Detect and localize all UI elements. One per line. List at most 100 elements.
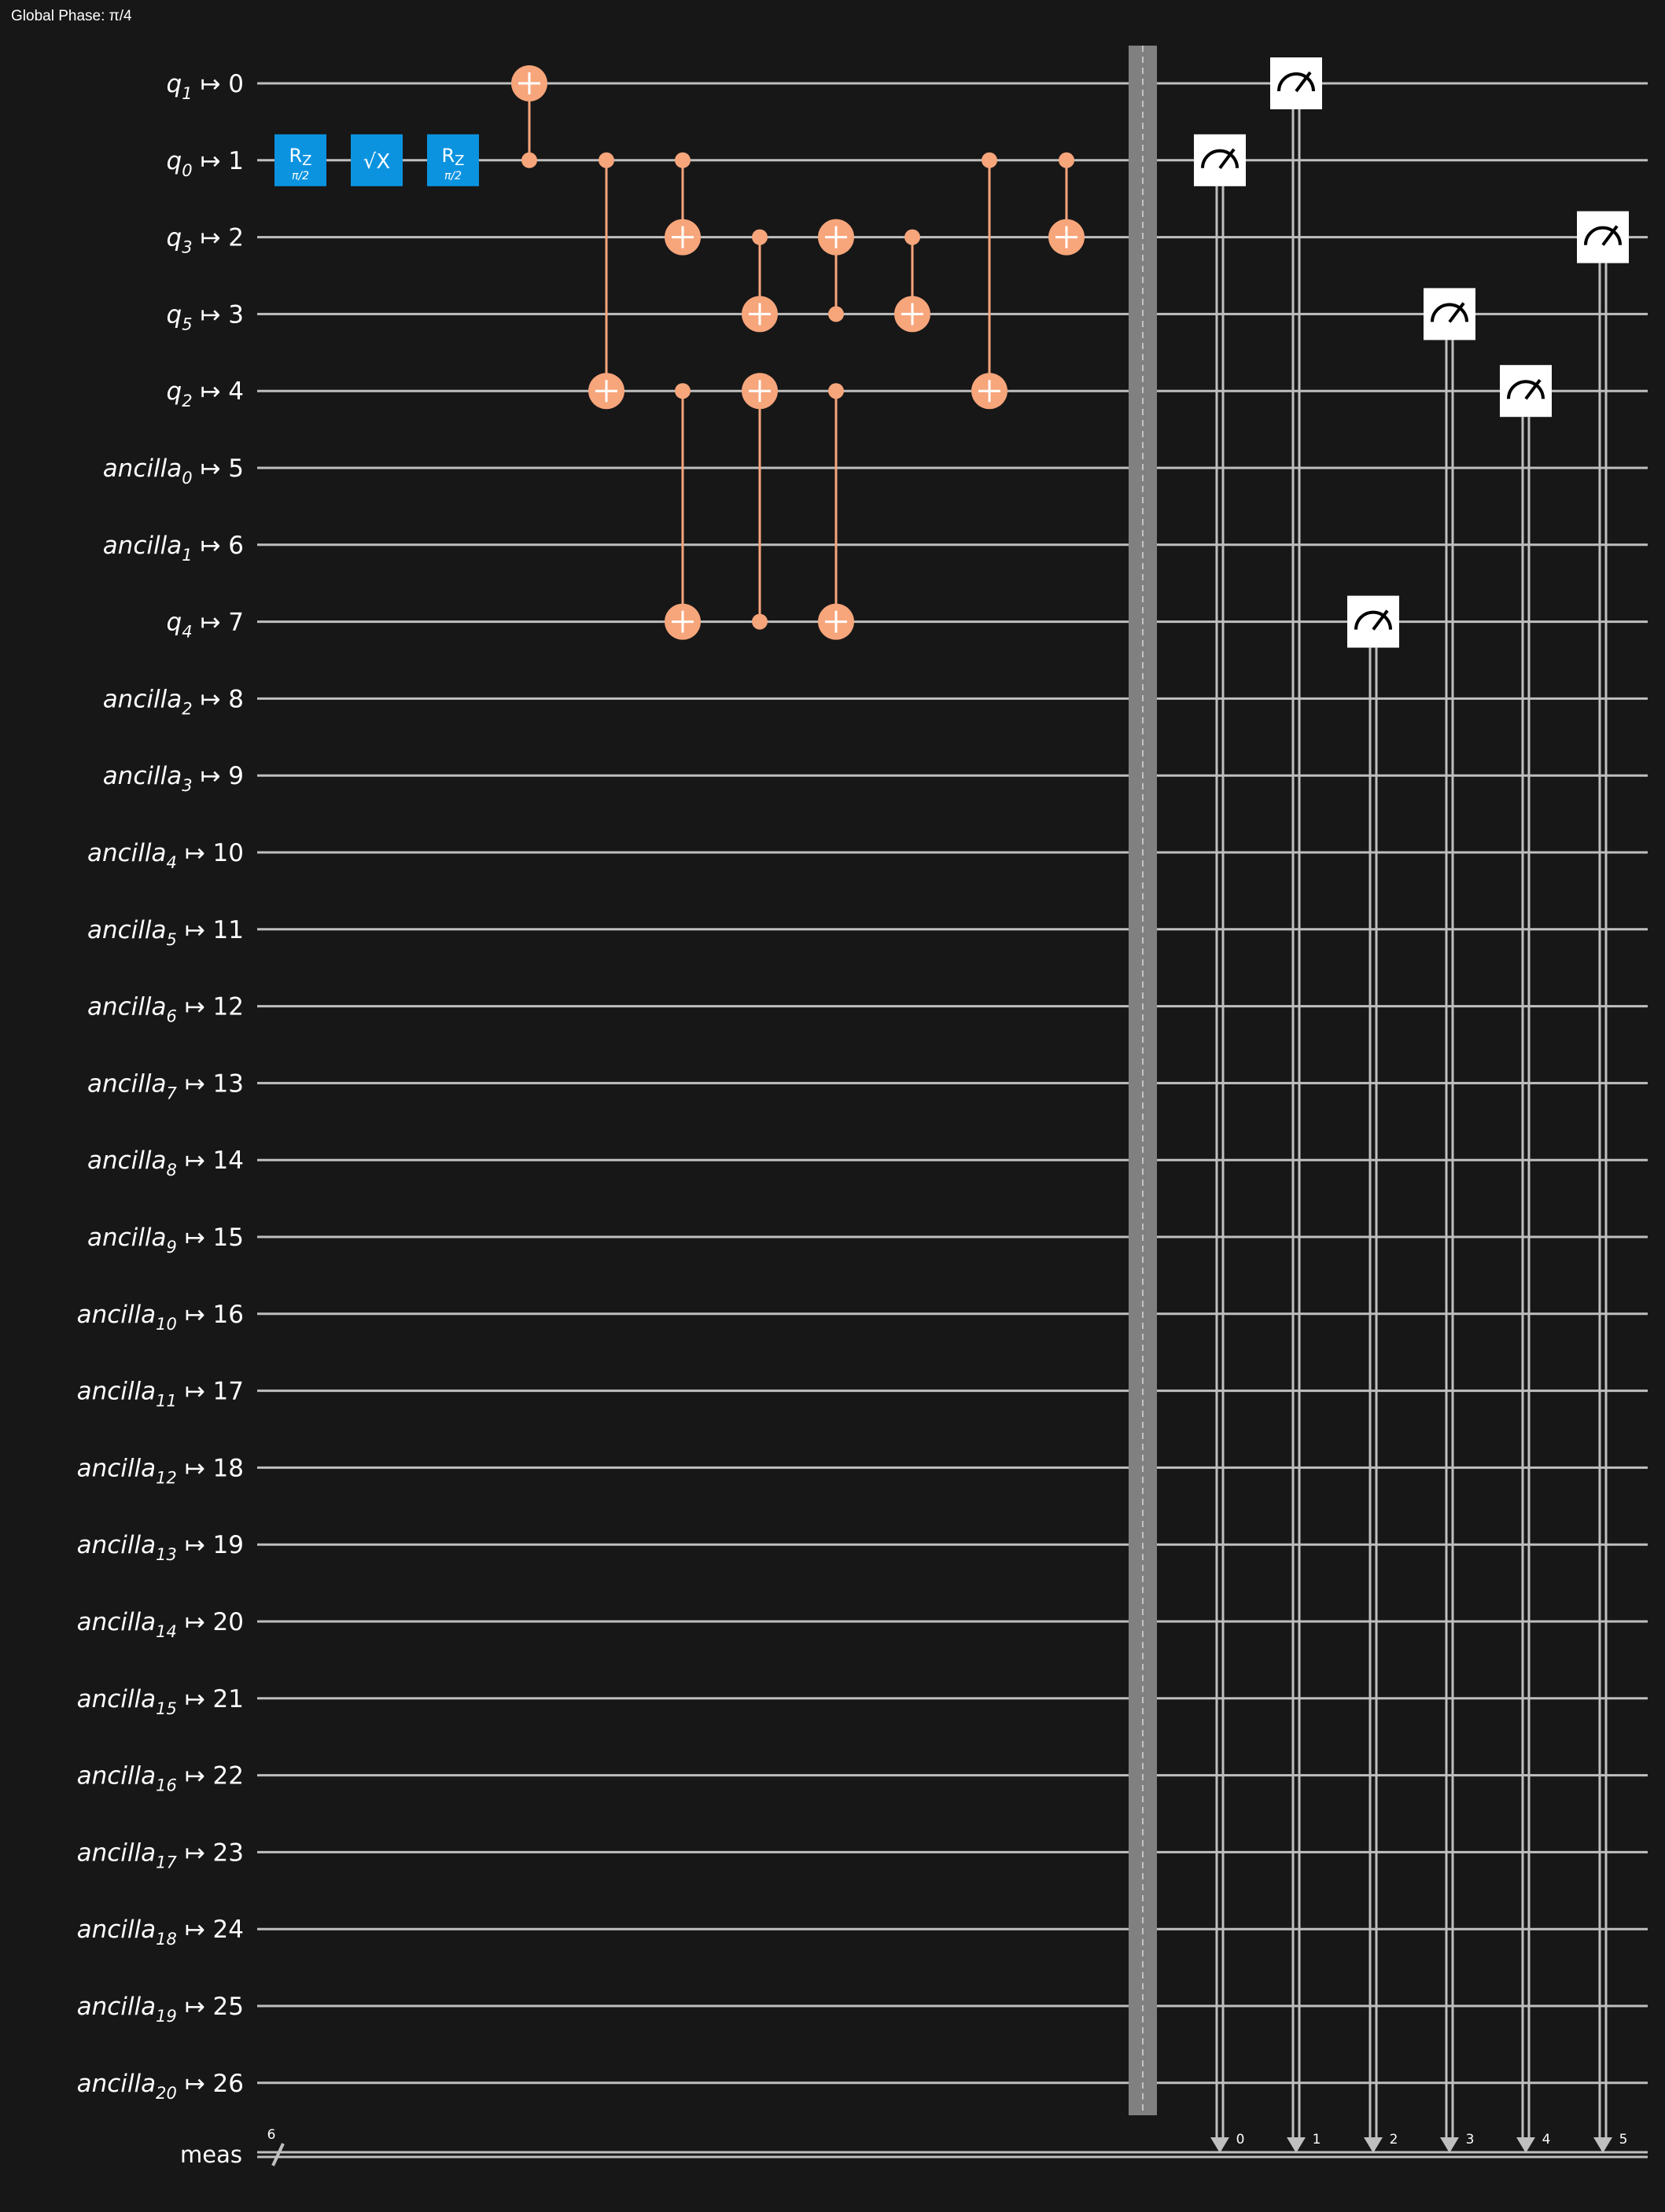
measure-box <box>1194 134 1246 186</box>
meter-arc-icon <box>1277 72 1315 92</box>
qubit-label-2: q3 ↦ 2 <box>167 224 244 257</box>
cx-control-dot <box>675 383 691 399</box>
qubit-label-22: ancilla16 ↦ 22 <box>77 1762 244 1795</box>
measure-gate[interactable]: 0 <box>1194 134 1246 2153</box>
cx-control-dot <box>828 306 844 322</box>
cx-control-dot <box>521 152 537 168</box>
qubit-label-3: q5 ↦ 3 <box>167 300 244 333</box>
qubit-label-9: ancilla3 ↦ 9 <box>103 762 244 795</box>
rz-gate-label: RZ <box>289 145 311 169</box>
meter-arc-icon <box>1507 380 1545 399</box>
measure-arrow <box>1440 2137 1459 2153</box>
classical-bit-label: 3 <box>1466 2132 1475 2148</box>
measure-arrow <box>1287 2137 1306 2153</box>
qubit-label-6: ancilla1 ↦ 6 <box>103 532 244 565</box>
qubit-label-26: ancilla20 ↦ 26 <box>77 2070 244 2103</box>
qubit-label-12: ancilla6 ↦ 12 <box>87 993 244 1026</box>
qubit-label-25: ancilla19 ↦ 25 <box>77 1993 244 2026</box>
meter-arc-icon <box>1201 149 1239 168</box>
classical-bit-label: 0 <box>1236 2132 1245 2148</box>
rz-gate[interactable]: RZπ/2 <box>427 134 479 186</box>
meter-needle-icon <box>1601 225 1619 246</box>
qubit-label-15: ancilla9 ↦ 15 <box>87 1224 244 1257</box>
classical-bit-label: 4 <box>1542 2132 1551 2148</box>
cx-gate[interactable] <box>894 229 930 333</box>
cx-gate[interactable] <box>588 152 624 410</box>
cx-control-dot <box>599 152 614 168</box>
rz-gate-box <box>427 134 479 186</box>
global-phase-label: Global Phase: π/4 <box>11 8 132 24</box>
classical-bit-label: 5 <box>1619 2132 1628 2148</box>
cx-gate[interactable] <box>665 152 701 256</box>
qubit-label-5: ancilla0 ↦ 5 <box>103 455 244 488</box>
qubit-label-10: ancilla4 ↦ 10 <box>87 839 244 872</box>
measure-arrow <box>1516 2137 1535 2153</box>
qubit-label-20: ancilla14 ↦ 20 <box>77 1608 244 1641</box>
meter-needle-icon <box>1524 379 1542 400</box>
qubit-label-13: ancilla7 ↦ 13 <box>87 1069 244 1102</box>
measure-gate[interactable]: 5 <box>1577 211 1629 2153</box>
register-width-label: 6 <box>267 2127 276 2143</box>
qubit-label-4: q2 ↦ 4 <box>167 377 244 410</box>
classical-bit-label: 1 <box>1313 2132 1321 2148</box>
rz-gate-param: π/2 <box>292 170 309 182</box>
cx-gate[interactable] <box>742 373 778 630</box>
rz-gate[interactable]: RZπ/2 <box>274 134 326 186</box>
sx-gate[interactable]: √X <box>351 134 403 186</box>
cx-control-dot <box>904 229 920 245</box>
qubit-label-19: ancilla13 ↦ 19 <box>77 1531 244 1564</box>
qubit-label-0: q1 ↦ 0 <box>167 70 244 103</box>
qubit-label-23: ancilla17 ↦ 23 <box>77 1838 244 1872</box>
measure-gate[interactable]: 4 <box>1500 365 1552 2153</box>
classical-register-label: meas <box>180 2141 242 2168</box>
cx-gate[interactable] <box>818 219 854 322</box>
measure-box <box>1270 57 1322 109</box>
rz-gate-param: π/2 <box>444 170 462 182</box>
qubit-label-1: q0 ↦ 1 <box>167 147 244 180</box>
meter-arc-icon <box>1584 226 1622 245</box>
cx-gate[interactable] <box>511 65 547 168</box>
measure-box <box>1347 595 1399 648</box>
qubit-label-16: ancilla10 ↦ 16 <box>77 1301 244 1334</box>
cx-control-dot <box>752 613 768 630</box>
qubit-label-21: ancilla15 ↦ 21 <box>77 1685 244 1718</box>
measure-gate[interactable]: 2 <box>1347 595 1399 2153</box>
meter-arc-icon <box>1354 610 1392 630</box>
cx-gate[interactable] <box>665 383 701 640</box>
qubit-label-17: ancilla11 ↦ 17 <box>77 1378 244 1411</box>
meter-needle-icon <box>1218 148 1236 170</box>
measure-arrow <box>1593 2137 1612 2153</box>
measure-box <box>1500 365 1552 418</box>
sx-gate-label: √X <box>363 150 390 174</box>
cx-control-dot <box>752 229 768 245</box>
cx-gate[interactable] <box>742 229 778 333</box>
cx-gate[interactable] <box>1048 152 1085 256</box>
measure-box <box>1577 211 1629 263</box>
register-width-slash <box>271 2143 285 2166</box>
cx-gate[interactable] <box>818 383 854 640</box>
qubit-label-7: q4 ↦ 7 <box>167 609 244 642</box>
cx-control-dot <box>828 383 844 399</box>
meter-needle-icon <box>1295 71 1312 93</box>
qubit-label-24: ancilla18 ↦ 24 <box>77 1916 244 1949</box>
meter-needle-icon <box>1372 609 1389 631</box>
rz-gate-box <box>274 134 326 186</box>
cx-control-dot <box>1059 152 1074 168</box>
sx-gate-box <box>351 134 403 186</box>
cx-control-dot <box>675 152 691 168</box>
measure-gate[interactable]: 3 <box>1424 288 1475 2153</box>
meter-needle-icon <box>1448 302 1465 323</box>
measure-gate[interactable]: 1 <box>1270 57 1322 2153</box>
measure-arrow <box>1364 2137 1383 2153</box>
qubit-label-14: ancilla8 ↦ 14 <box>87 1146 244 1180</box>
cx-control-dot <box>982 152 997 168</box>
qubit-label-11: ancilla5 ↦ 11 <box>87 916 244 949</box>
meter-arc-icon <box>1431 303 1468 322</box>
rz-gate-label: RZ <box>441 145 464 169</box>
classical-bit-label: 2 <box>1390 2132 1398 2148</box>
measure-arrow <box>1210 2137 1229 2153</box>
qubit-label-18: ancilla12 ↦ 18 <box>77 1454 244 1487</box>
cx-gate[interactable] <box>971 152 1007 410</box>
